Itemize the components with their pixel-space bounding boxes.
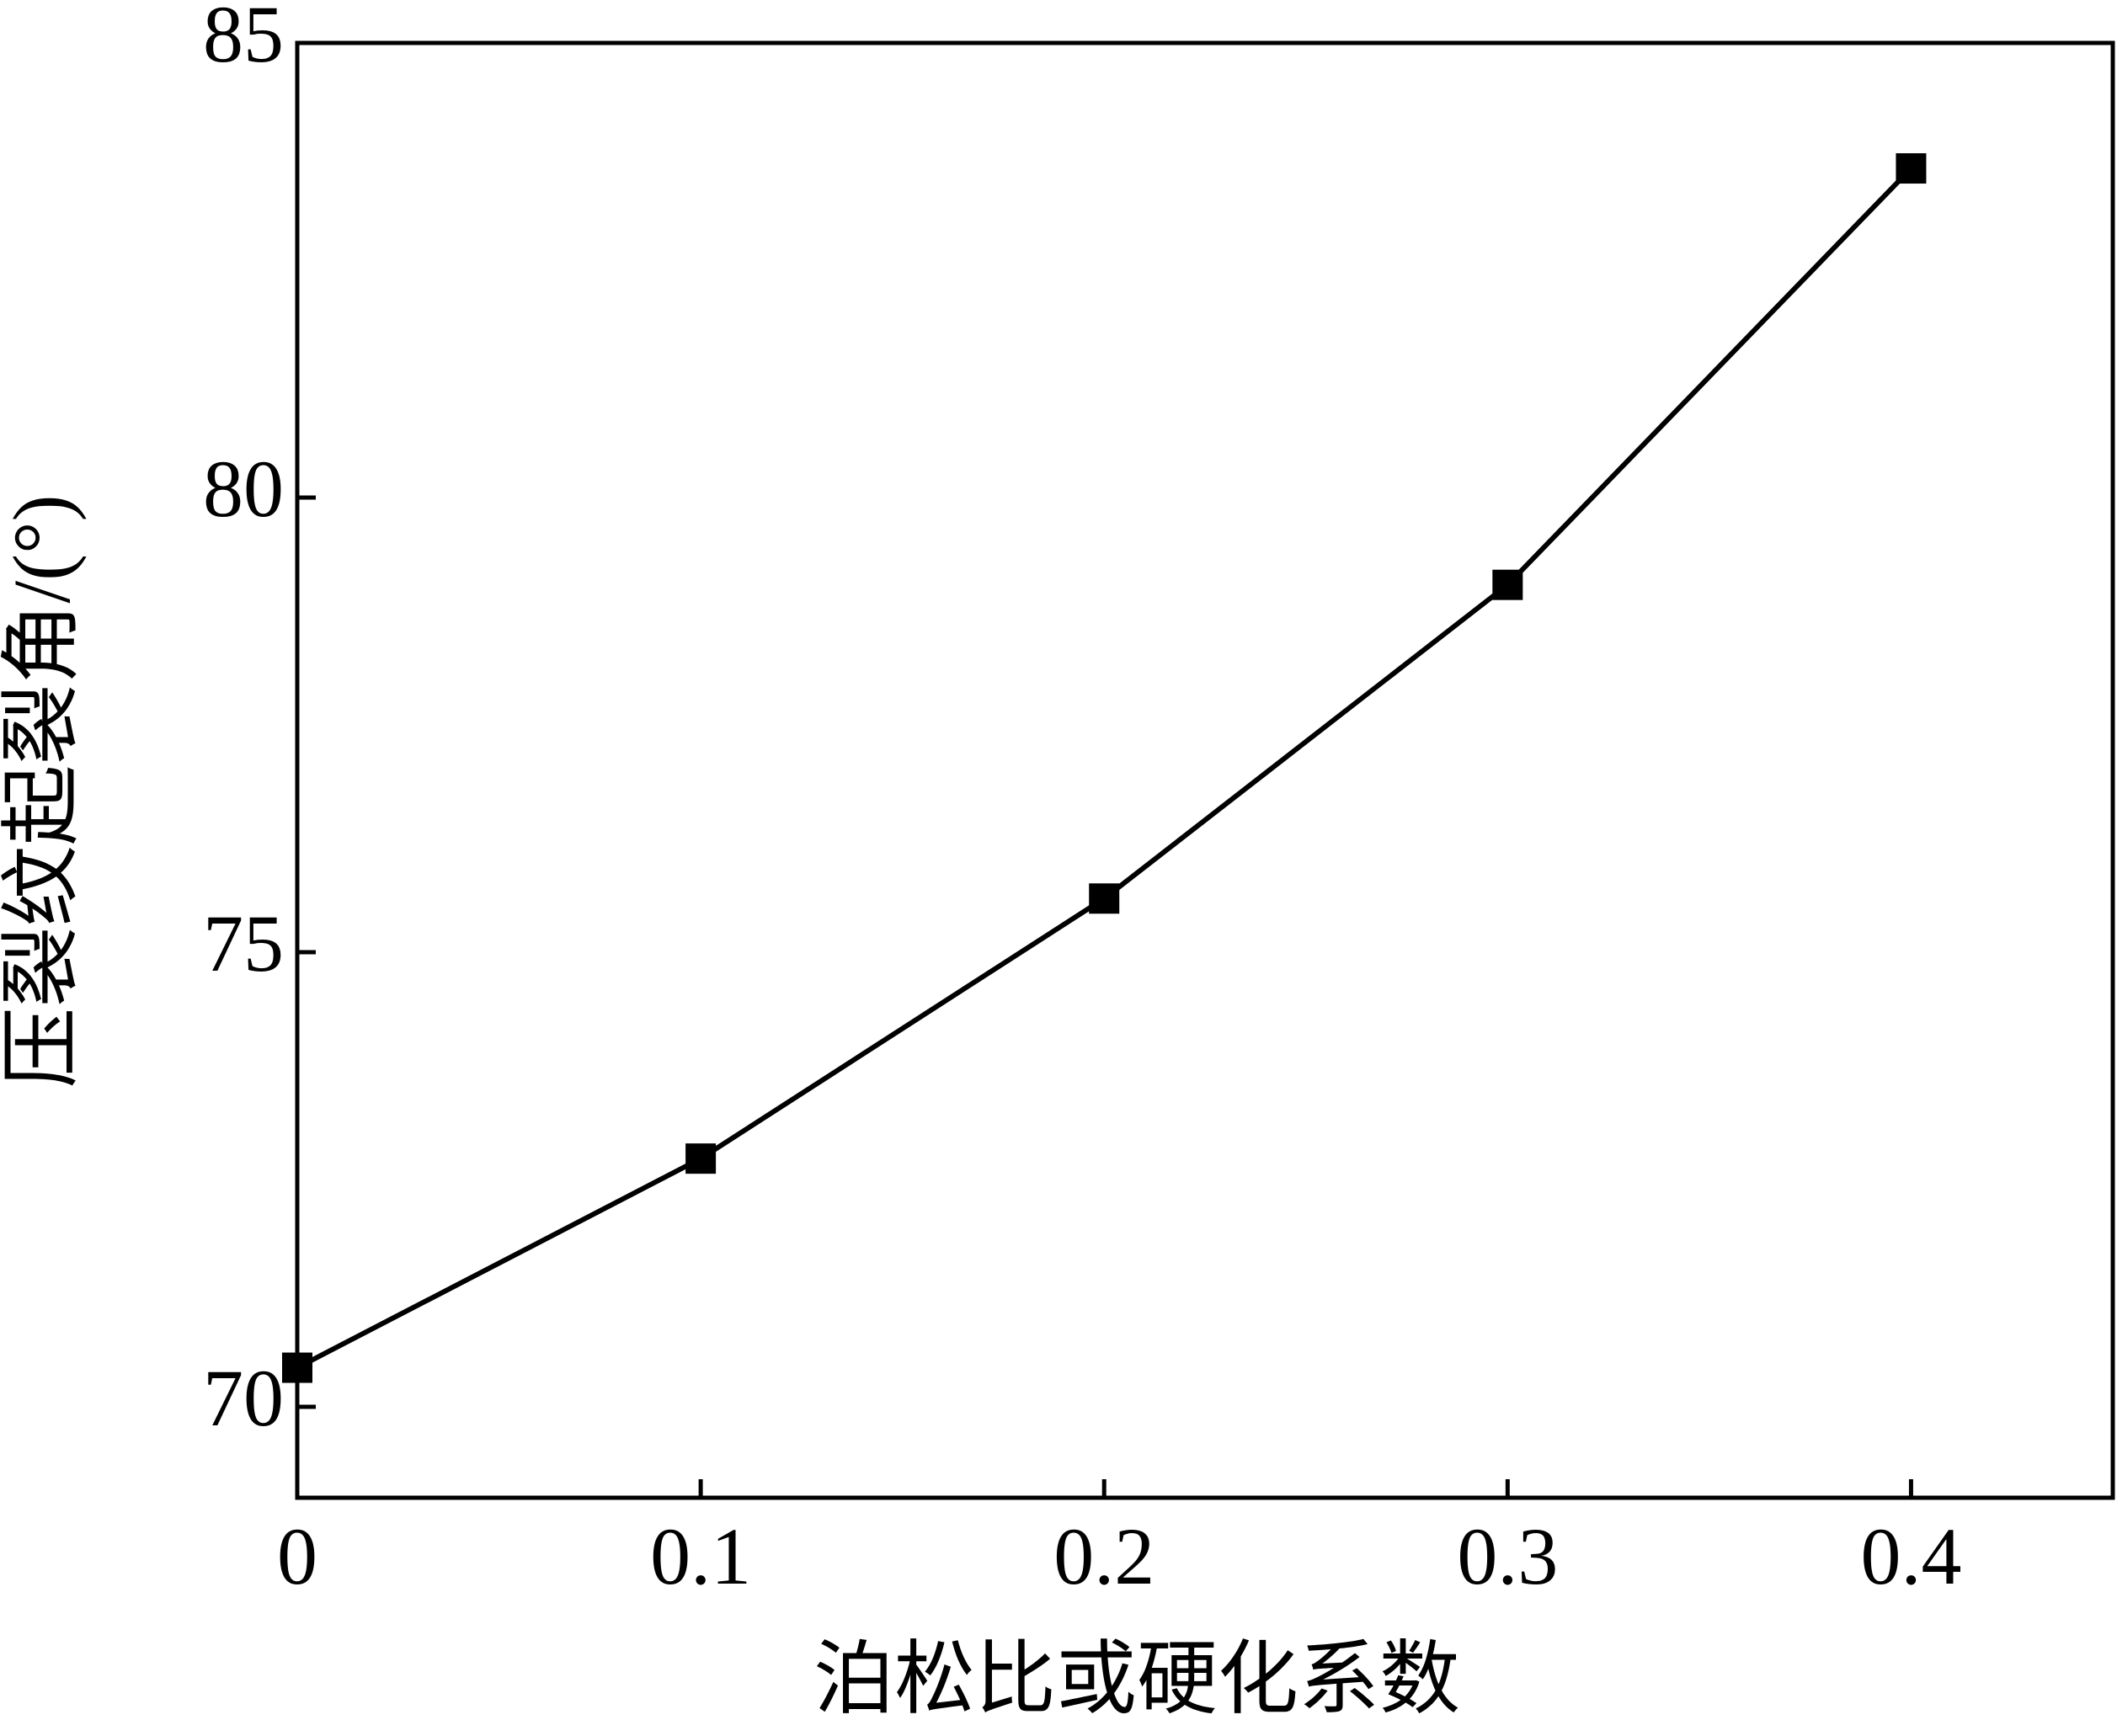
x-tick-label: 0.3 — [1457, 1511, 1558, 1601]
y-tick-label: 85 — [203, 0, 284, 79]
data-point — [685, 1143, 717, 1174]
data-point — [1896, 153, 1927, 184]
x-axis-label: 泊松比或硬化系数 — [813, 1634, 1460, 1724]
y-tick-label: 70 — [203, 1353, 284, 1443]
y-tick-label: 75 — [203, 898, 284, 988]
plot-frame — [295, 40, 2115, 1500]
x-tick-label: 0.2 — [1053, 1511, 1154, 1601]
data-line — [296, 166, 1913, 1371]
x-tick-label: 0.4 — [1860, 1511, 1961, 1601]
y-axis-label: 压裂纹起裂角/(°) — [0, 495, 87, 1089]
data-point — [1089, 883, 1120, 914]
data-point — [282, 1352, 312, 1383]
x-tick-label: 0.1 — [650, 1511, 751, 1601]
y-tick-label: 80 — [203, 444, 284, 534]
x-tick-label: 0 — [277, 1511, 317, 1601]
data-point — [1492, 569, 1523, 600]
